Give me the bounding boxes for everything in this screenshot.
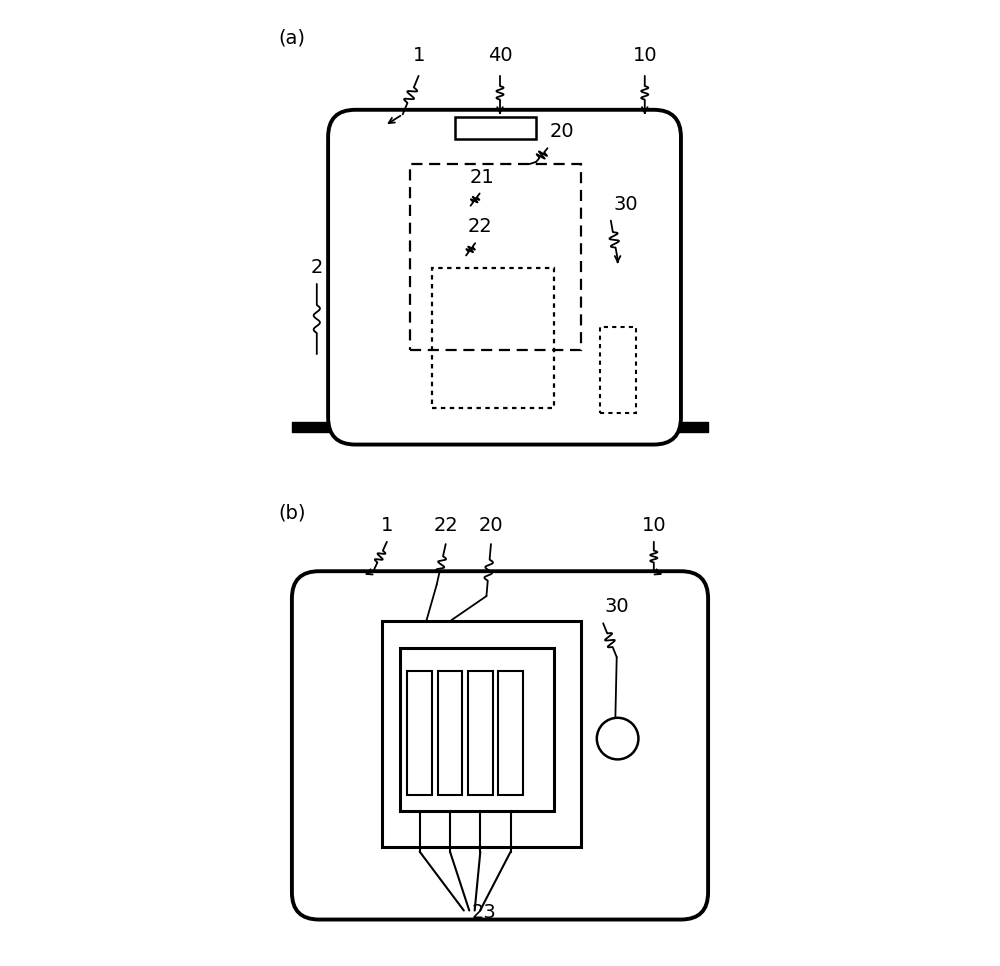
Bar: [498, 670, 523, 795]
Text: 40: 40: [488, 45, 512, 65]
Text: 10: 10: [641, 516, 666, 535]
Text: (b): (b): [278, 503, 306, 523]
Bar: [455, 118, 536, 139]
Bar: [600, 327, 636, 412]
Bar: [400, 648, 554, 811]
Text: 20: 20: [479, 516, 503, 535]
Bar: [432, 269, 554, 409]
Text: 21: 21: [470, 168, 494, 186]
Text: 22: 22: [467, 217, 492, 237]
Bar: [382, 621, 581, 847]
Text: 10: 10: [632, 45, 657, 65]
Text: 20: 20: [550, 123, 574, 141]
FancyBboxPatch shape: [292, 571, 708, 920]
Text: 30: 30: [613, 195, 638, 213]
Text: 2: 2: [311, 258, 323, 277]
Text: (a): (a): [278, 28, 305, 47]
Text: 1: 1: [381, 516, 393, 535]
Bar: [468, 670, 493, 795]
Text: 22: 22: [433, 516, 458, 535]
Circle shape: [597, 718, 638, 759]
FancyBboxPatch shape: [328, 110, 681, 444]
Bar: [407, 670, 432, 795]
Bar: [438, 670, 462, 795]
Bar: [410, 164, 581, 350]
Text: 30: 30: [604, 597, 629, 616]
Text: 23: 23: [472, 903, 497, 922]
Text: 1: 1: [412, 45, 425, 65]
